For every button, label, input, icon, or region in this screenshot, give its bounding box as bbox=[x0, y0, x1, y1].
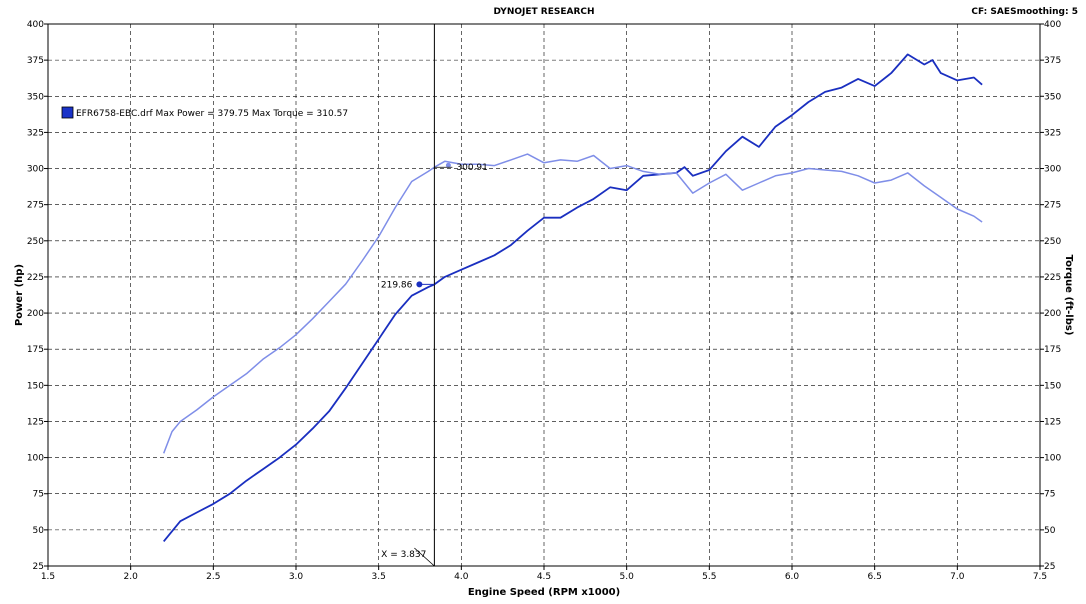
y-axis-left-title: Power (hp) bbox=[14, 264, 25, 326]
y-right-tick-label: 75 bbox=[1044, 490, 1055, 500]
y-left-tick-label: 100 bbox=[27, 454, 44, 464]
y-left-tick-label: 275 bbox=[27, 201, 44, 211]
y-left-tick-label: 325 bbox=[27, 128, 44, 138]
x-tick-label: 4.0 bbox=[454, 572, 469, 582]
torque-readout: 300.91 bbox=[456, 163, 488, 173]
chart-title: DYNOJET RESEARCH bbox=[493, 7, 594, 17]
y-right-tick-label: 275 bbox=[1044, 201, 1061, 211]
power-readout: 219.86 bbox=[381, 280, 413, 290]
x-tick-label: 5.0 bbox=[620, 572, 635, 582]
x-tick-label: 3.0 bbox=[289, 572, 304, 582]
y-right-tick-label: 100 bbox=[1044, 454, 1061, 464]
x-tick-label: 2.5 bbox=[206, 572, 220, 582]
x-tick-label: 7.0 bbox=[950, 572, 965, 582]
y-right-tick-label: 375 bbox=[1044, 56, 1061, 66]
series-line-torque bbox=[162, 153, 983, 454]
y-left-tick-label: 25 bbox=[33, 562, 44, 572]
y-axis-left-ticks: 25 50 75 100 125 150 175 200 225 250 275 300 325 350 3… bbox=[27, 20, 48, 572]
x-axis-title: Engine Speed (RPM x1000) bbox=[468, 587, 620, 598]
y-left-tick-label: 175 bbox=[27, 345, 44, 355]
cf-label: CF: SAE bbox=[971, 7, 1010, 17]
cursor-label-leader bbox=[414, 547, 435, 567]
y-left-tick-label: 225 bbox=[27, 273, 44, 283]
y-left-tick-label: 75 bbox=[33, 490, 44, 500]
x-tick-label: 1.5 bbox=[41, 572, 55, 582]
y-right-tick-label: 350 bbox=[1044, 92, 1061, 102]
x-tick-label: 2.0 bbox=[124, 572, 139, 582]
grid bbox=[48, 24, 1040, 566]
torque-cursor-marker bbox=[445, 162, 451, 168]
y-left-tick-label: 350 bbox=[27, 92, 44, 102]
y-right-tick-label: 50 bbox=[1044, 526, 1056, 536]
y-right-tick-label: 250 bbox=[1044, 237, 1061, 247]
y-axis-right-ticks: 25 50 75 100 125 150 175 200 225 250 275 300 325 350 3… bbox=[1040, 20, 1061, 572]
y-right-tick-label: 150 bbox=[1044, 381, 1061, 391]
smoothing-label: Smoothing: 5 bbox=[1010, 7, 1078, 17]
y-right-tick-label: 225 bbox=[1044, 273, 1061, 283]
cursor-x-label: X = 3.837 bbox=[381, 550, 426, 560]
x-tick-label: 6.0 bbox=[785, 572, 800, 582]
y-left-tick-label: 125 bbox=[27, 417, 44, 427]
legend[interactable]: EFR6758-EBC.drf Max Power = 379.75 Max T… bbox=[61, 106, 348, 119]
y-left-tick-label: 300 bbox=[27, 165, 44, 175]
x-tick-label: 5.5 bbox=[702, 572, 716, 582]
x-tick-label: 4.5 bbox=[537, 572, 551, 582]
x-tick-label: 3.5 bbox=[372, 572, 386, 582]
series-line-power bbox=[163, 53, 983, 542]
x-tick-label: 6.5 bbox=[868, 572, 882, 582]
y-right-tick-label: 125 bbox=[1044, 417, 1061, 427]
y-right-tick-label: 200 bbox=[1044, 309, 1061, 319]
y-left-tick-label: 50 bbox=[33, 526, 45, 536]
y-left-tick-label: 250 bbox=[27, 237, 44, 247]
x-tick-label: 7.5 bbox=[1033, 572, 1047, 582]
y-right-tick-label: 175 bbox=[1044, 345, 1061, 355]
y-right-tick-label: 300 bbox=[1044, 165, 1061, 175]
series-layer bbox=[162, 53, 983, 542]
y-left-tick-label: 150 bbox=[27, 381, 44, 391]
y-left-tick-label: 400 bbox=[27, 20, 44, 30]
y-right-tick-label: 25 bbox=[1044, 562, 1055, 572]
y-left-tick-label: 200 bbox=[27, 309, 44, 319]
y-axis-right-title: Torque (ft-lbs) bbox=[1063, 255, 1074, 336]
x-axis-ticks: 1.5 2.0 2.5 3.0 3.5 4.0 4.5 5.0 5.5 6.0 6.5 7.0 7.5 bbox=[41, 566, 1047, 582]
y-left-tick-label: 375 bbox=[27, 56, 44, 66]
legend-text: EFR6758-EBC.drf Max Power = 379.75 Max T… bbox=[76, 109, 348, 119]
y-right-tick-label: 325 bbox=[1044, 128, 1061, 138]
y-right-tick-label: 400 bbox=[1044, 20, 1061, 30]
plot-area bbox=[47, 23, 1041, 567]
legend-swatch bbox=[61, 106, 74, 119]
